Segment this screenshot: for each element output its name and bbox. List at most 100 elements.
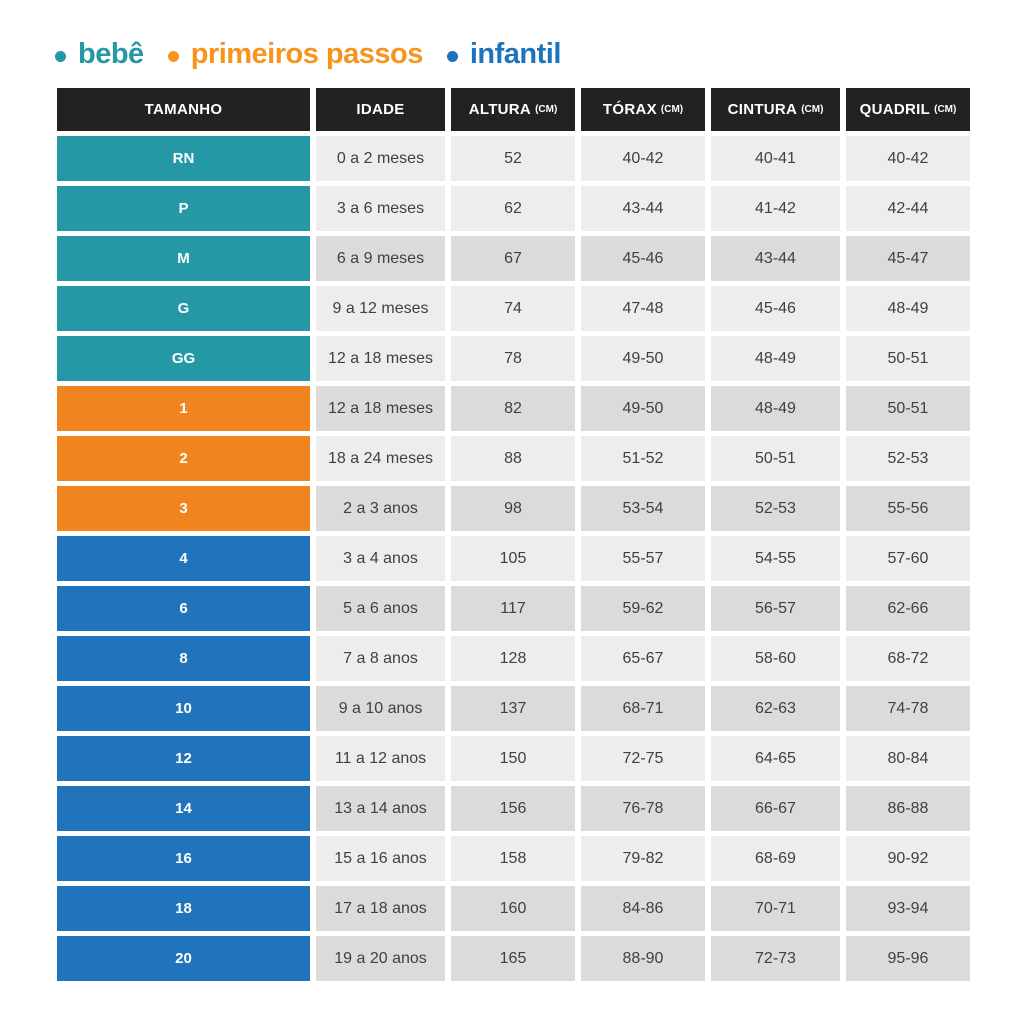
column-header-idade: IDADE: [316, 88, 445, 131]
idade-cell: 7 a 8 anos: [316, 636, 445, 681]
quadril-value: 45-47: [887, 249, 929, 267]
altura-cell: 67: [451, 236, 575, 281]
size-label: 10: [175, 700, 192, 717]
torax-value: 55-57: [622, 549, 664, 567]
cintura-value: 56-57: [755, 599, 796, 617]
size-cell: 16: [57, 836, 310, 881]
size-label: GG: [171, 350, 196, 367]
size-label: 3: [179, 500, 188, 517]
idade-cell: 6 a 9 meses: [316, 236, 445, 281]
idade-value: 18 a 24 meses: [328, 449, 433, 467]
altura-cell: 88: [451, 436, 575, 481]
altura-cell: 82: [451, 386, 575, 431]
idade-cell: 11 a 12 anos: [316, 736, 445, 781]
idade-cell: 15 a 16 anos: [316, 836, 445, 881]
altura-value: 78: [504, 349, 522, 367]
cintura-value: 41-42: [755, 199, 796, 217]
torax-cell: 49-50: [581, 386, 705, 431]
column-label: TAMANHO: [144, 101, 223, 118]
torax-value: 59-62: [622, 599, 664, 617]
idade-value: 5 a 6 anos: [343, 599, 418, 617]
quadril-cell: 48-49: [846, 286, 970, 331]
quadril-value: 90-92: [887, 849, 929, 867]
quadril-cell: 74-78: [846, 686, 970, 731]
cintura-cell: 66-67: [711, 786, 840, 831]
column-unit: (CM): [801, 104, 824, 115]
altura-cell: 98: [451, 486, 575, 531]
idade-value: 0 a 2 meses: [336, 149, 425, 167]
quadril-value: 52-53: [887, 449, 929, 467]
cintura-value: 52-53: [755, 499, 796, 517]
quadril-cell: 52-53: [846, 436, 970, 481]
quadril-cell: 40-42: [846, 136, 970, 181]
size-label: 16: [175, 850, 192, 867]
legend-label-infantil: infantil: [469, 38, 562, 70]
idade-value: 2 a 3 anos: [343, 499, 418, 517]
size-cell: 18: [57, 886, 310, 931]
quadril-value: 57-60: [887, 549, 929, 567]
cintura-value: 64-65: [755, 749, 796, 767]
quadril-cell: 57-60: [846, 536, 970, 581]
size-cell: 8: [57, 636, 310, 681]
legend-label-bebe: bebê: [78, 38, 144, 70]
altura-value: 62: [504, 199, 522, 217]
idade-cell: 12 a 18 meses: [316, 336, 445, 381]
cintura-value: 45-46: [755, 299, 796, 317]
size-label: G: [177, 300, 190, 317]
size-cell: M: [57, 236, 310, 281]
idade-value: 13 a 14 anos: [334, 799, 427, 817]
legend-label-primeiros-passos: primeiros passos: [190, 38, 424, 70]
altura-value: 105: [499, 549, 527, 567]
idade-cell: 19 a 20 anos: [316, 936, 445, 981]
column-unit: (CM): [535, 104, 558, 115]
cintura-value: 70-71: [755, 899, 796, 917]
quadril-value: 68-72: [887, 649, 929, 667]
quadril-value: 40-42: [887, 149, 929, 167]
size-label: 4: [179, 550, 188, 567]
bullet-icon: [446, 50, 458, 62]
quadril-value: 93-94: [887, 899, 929, 917]
torax-cell: 40-42: [581, 136, 705, 181]
cintura-value: 48-49: [755, 349, 796, 367]
idade-value: 7 a 8 anos: [343, 649, 418, 667]
cintura-cell: 72-73: [711, 936, 840, 981]
quadril-value: 48-49: [887, 299, 929, 317]
quadril-value: 62-66: [887, 599, 929, 617]
altura-cell: 137: [451, 686, 575, 731]
column-label: TÓRAX: [602, 101, 657, 118]
altura-value: 128: [499, 649, 527, 667]
torax-value: 49-50: [622, 399, 664, 417]
torax-cell: 49-50: [581, 336, 705, 381]
altura-cell: 156: [451, 786, 575, 831]
torax-value: 76-78: [622, 799, 664, 817]
quadril-value: 55-56: [887, 499, 929, 517]
altura-cell: 117: [451, 586, 575, 631]
quadril-cell: 95-96: [846, 936, 970, 981]
size-table: TAMANHO IDADE ALTURA (CM) TÓRAX (CM) CINTU…: [57, 88, 970, 981]
cintura-value: 54-55: [755, 549, 796, 567]
cintura-cell: 64-65: [711, 736, 840, 781]
altura-value: 158: [499, 849, 527, 867]
torax-cell: 51-52: [581, 436, 705, 481]
torax-value: 72-75: [622, 749, 664, 767]
size-cell: G: [57, 286, 310, 331]
size-cell: 4: [57, 536, 310, 581]
bullet-icon: [55, 50, 66, 62]
cintura-cell: 43-44: [711, 236, 840, 281]
cintura-cell: 48-49: [711, 336, 840, 381]
size-cell: 3: [57, 486, 310, 531]
size-label: 20: [175, 950, 192, 967]
torax-value: 53-54: [622, 499, 664, 517]
quadril-value: 50-51: [887, 349, 929, 367]
size-cell: RN: [57, 136, 310, 181]
size-cell: 2: [57, 436, 310, 481]
cintura-cell: 54-55: [711, 536, 840, 581]
idade-value: 9 a 10 anos: [338, 699, 423, 717]
size-label: 1: [179, 400, 188, 417]
cintura-value: 43-44: [755, 249, 796, 267]
quadril-cell: 62-66: [846, 586, 970, 631]
idade-cell: 5 a 6 anos: [316, 586, 445, 631]
idade-cell: 3 a 6 meses: [316, 186, 445, 231]
column-label: ALTURA: [468, 101, 532, 118]
